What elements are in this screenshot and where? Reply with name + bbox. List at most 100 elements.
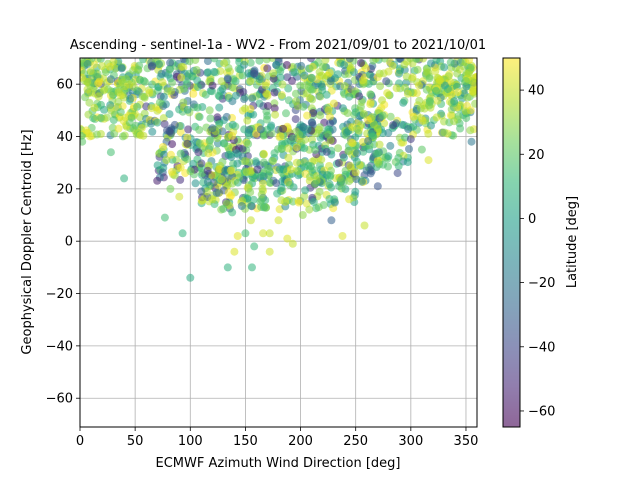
scatter-point [105,62,114,71]
scatter-point [309,197,318,206]
scatter-point [186,167,195,176]
scatter-point [277,144,286,153]
scatter-point [183,105,192,114]
scatter-point [127,113,136,122]
scatter-point [274,216,283,225]
scatter-point [180,84,188,93]
scatter-point [353,149,361,158]
scatter-point [351,108,360,117]
scatter-point [359,109,368,118]
scatter-point [440,128,449,137]
scatter-point [192,66,201,74]
scatter-point [256,125,265,134]
scatter-point [263,64,272,73]
scatter-point [166,150,175,159]
scatter-point [183,133,192,142]
scatter-point [106,148,115,157]
scatter-point [450,99,459,108]
scatter-point [176,149,185,158]
scatter-point [321,58,330,64]
scatter-point [364,137,373,145]
y-tick-label: 40 [56,130,73,145]
scatter-point [215,103,224,112]
scatter-point [148,127,157,136]
scatter-point [408,73,417,82]
scatter-point [203,58,212,66]
scatter-point [450,117,458,126]
scatter-point [269,157,278,166]
colorbar-frame [502,57,521,428]
scatter-point [281,197,290,206]
scatter-point [275,165,284,174]
scatter-point [415,81,423,90]
x-tick-label: 350 [454,434,479,449]
scatter-point [284,153,293,162]
scatter-point [315,187,324,196]
scatter-point [453,69,462,78]
scatter-point [221,166,230,175]
scatter-point [206,114,215,123]
scatter-point [322,90,331,99]
scatter-point [287,165,295,174]
scatter-point [147,104,156,113]
scatter-point [424,156,433,165]
scatter-point [241,229,250,238]
scatter-point [338,232,347,240]
scatter-point [195,125,204,134]
scatter-point [120,174,129,183]
scatter-point [351,168,360,177]
scatter-point [94,92,103,101]
scatter-point [284,144,293,153]
scatter-point [357,59,365,67]
scatter-point [99,86,108,95]
scatter-point [255,58,264,65]
scatter-point [157,69,166,78]
scatter-point [340,82,349,90]
scatter-point [279,124,288,133]
scatter-point [223,263,232,272]
scatter-point [471,99,477,108]
scatter-point [270,104,279,113]
scatter-point [380,58,389,63]
scatter-point [244,140,253,148]
scatter-point [423,65,432,73]
scatter-point [351,187,360,196]
scatter-point [165,65,174,74]
scatter-point [325,180,334,189]
scatter-point [325,112,334,121]
scatter-point [86,67,95,75]
scatter-point [89,114,98,123]
scatter-point [403,158,412,167]
scatter-point [386,141,395,150]
scatter-point [288,239,297,248]
scatter-point [100,105,109,114]
scatter-point [206,142,214,151]
scatter-point [443,85,452,94]
x-axis-label: ECMWF Azimuth Wind Direction [deg] [156,456,401,471]
scatter-point [108,123,117,132]
scatter-point [136,76,144,85]
scatter-point [262,58,271,64]
scatter-point [96,113,105,122]
scatter-point [95,77,104,86]
y-tick-label: 60 [56,78,73,93]
scatter-point [96,58,105,63]
scatter-point [138,92,147,101]
scatter-point [249,195,258,204]
colorbar-tick-label: 0 [528,212,536,227]
scatter-point [147,119,155,128]
scatter-point [292,143,301,152]
scatter-points [80,58,477,282]
scatter-point [213,113,222,122]
scatter-point [432,113,441,122]
scatter-point [413,65,422,74]
scatter-point [316,111,325,120]
scatter-point [231,77,240,86]
scatter-point [348,139,357,148]
colorbar [503,58,520,427]
scatter-point [403,89,412,98]
scatter-point [257,171,266,180]
scatter-point [175,192,184,201]
scatter-point [334,144,343,153]
scatter-point [178,229,187,238]
